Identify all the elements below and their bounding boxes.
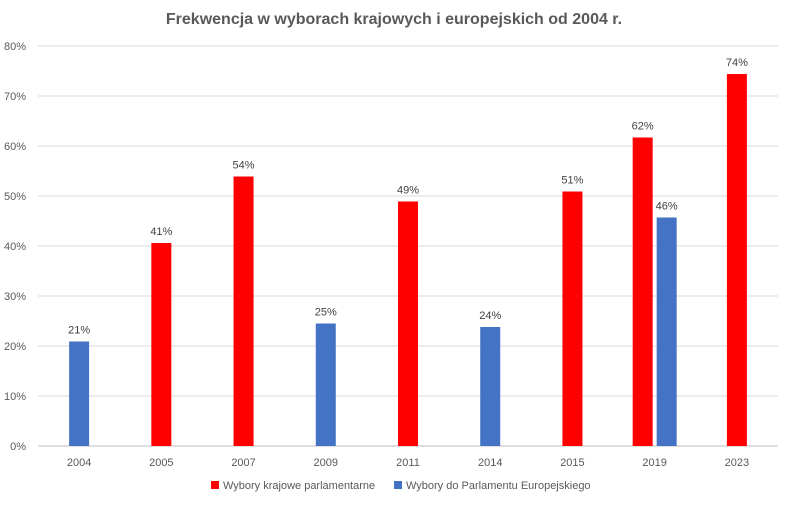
bar-2004-series-1 <box>69 341 90 446</box>
x-tick-label: 2009 <box>314 457 338 469</box>
y-tick-label: 30% <box>4 291 26 303</box>
x-tick-label: 2011 <box>396 457 420 469</box>
y-tick-label: 0% <box>10 441 26 453</box>
data-label: 41% <box>150 226 172 238</box>
bar-2011-series-0 <box>398 201 418 446</box>
bars <box>69 74 747 446</box>
x-tick-label: 2023 <box>725 457 749 469</box>
y-tick-label: 40% <box>4 241 26 253</box>
data-label: 24% <box>479 310 501 322</box>
chart-title: Frekwencja w wyborach krajowych i europe… <box>166 11 622 28</box>
x-tick-label: 2005 <box>149 457 173 469</box>
y-tick-label: 20% <box>4 341 26 353</box>
y-tick-label: 10% <box>4 391 26 403</box>
bar-2019-series-1 <box>656 217 677 446</box>
data-label: 49% <box>397 185 419 197</box>
legend-label: Wybory do Parlamentu Europejskiego <box>406 480 591 492</box>
data-label: 51% <box>561 175 583 187</box>
legend-label: Wybory krajowe parlamentarne <box>223 480 375 492</box>
bar-2015-series-0 <box>562 191 583 446</box>
x-tick-label: 2019 <box>642 457 666 469</box>
data-labels: 21% 41% 54% 25% 49% 24% 51% 62% 46% 74% <box>68 57 748 337</box>
y-tick-label: 50% <box>4 191 26 203</box>
bar-2014-series-1 <box>480 327 501 446</box>
bar-2009-series-1 <box>315 323 336 446</box>
x-tick-label: 2014 <box>478 457 502 469</box>
bar-2023-series-0 <box>726 74 747 446</box>
bar-2005-series-0 <box>151 243 172 446</box>
y-tick-label: 60% <box>4 141 26 153</box>
bar-2019-series-0 <box>632 137 653 446</box>
x-axis-ticks: 2004 2005 2007 2009 2011 2014 2015 2019 2023 <box>67 457 749 469</box>
data-label: 54% <box>233 160 255 172</box>
legend-swatch-series-0 <box>211 481 219 489</box>
bar-2007-series-0 <box>233 176 254 446</box>
y-axis-ticks: 0% 10% 20% 30% 40% 50% 60% 70% 80% <box>4 41 26 453</box>
legend-swatch-series-1 <box>394 481 402 489</box>
data-label: 21% <box>68 325 90 337</box>
x-tick-label: 2004 <box>67 457 91 469</box>
x-tick-label: 2007 <box>231 457 255 469</box>
data-label: 25% <box>315 307 337 319</box>
y-tick-label: 70% <box>4 91 26 103</box>
y-tick-label: 80% <box>4 41 26 53</box>
x-tick-label: 2015 <box>560 457 584 469</box>
data-label: 46% <box>656 201 678 213</box>
legend: Wybory krajowe parlamentarne Wybory do Pa… <box>211 480 591 492</box>
data-label: 62% <box>632 121 654 133</box>
data-label: 74% <box>726 57 748 69</box>
